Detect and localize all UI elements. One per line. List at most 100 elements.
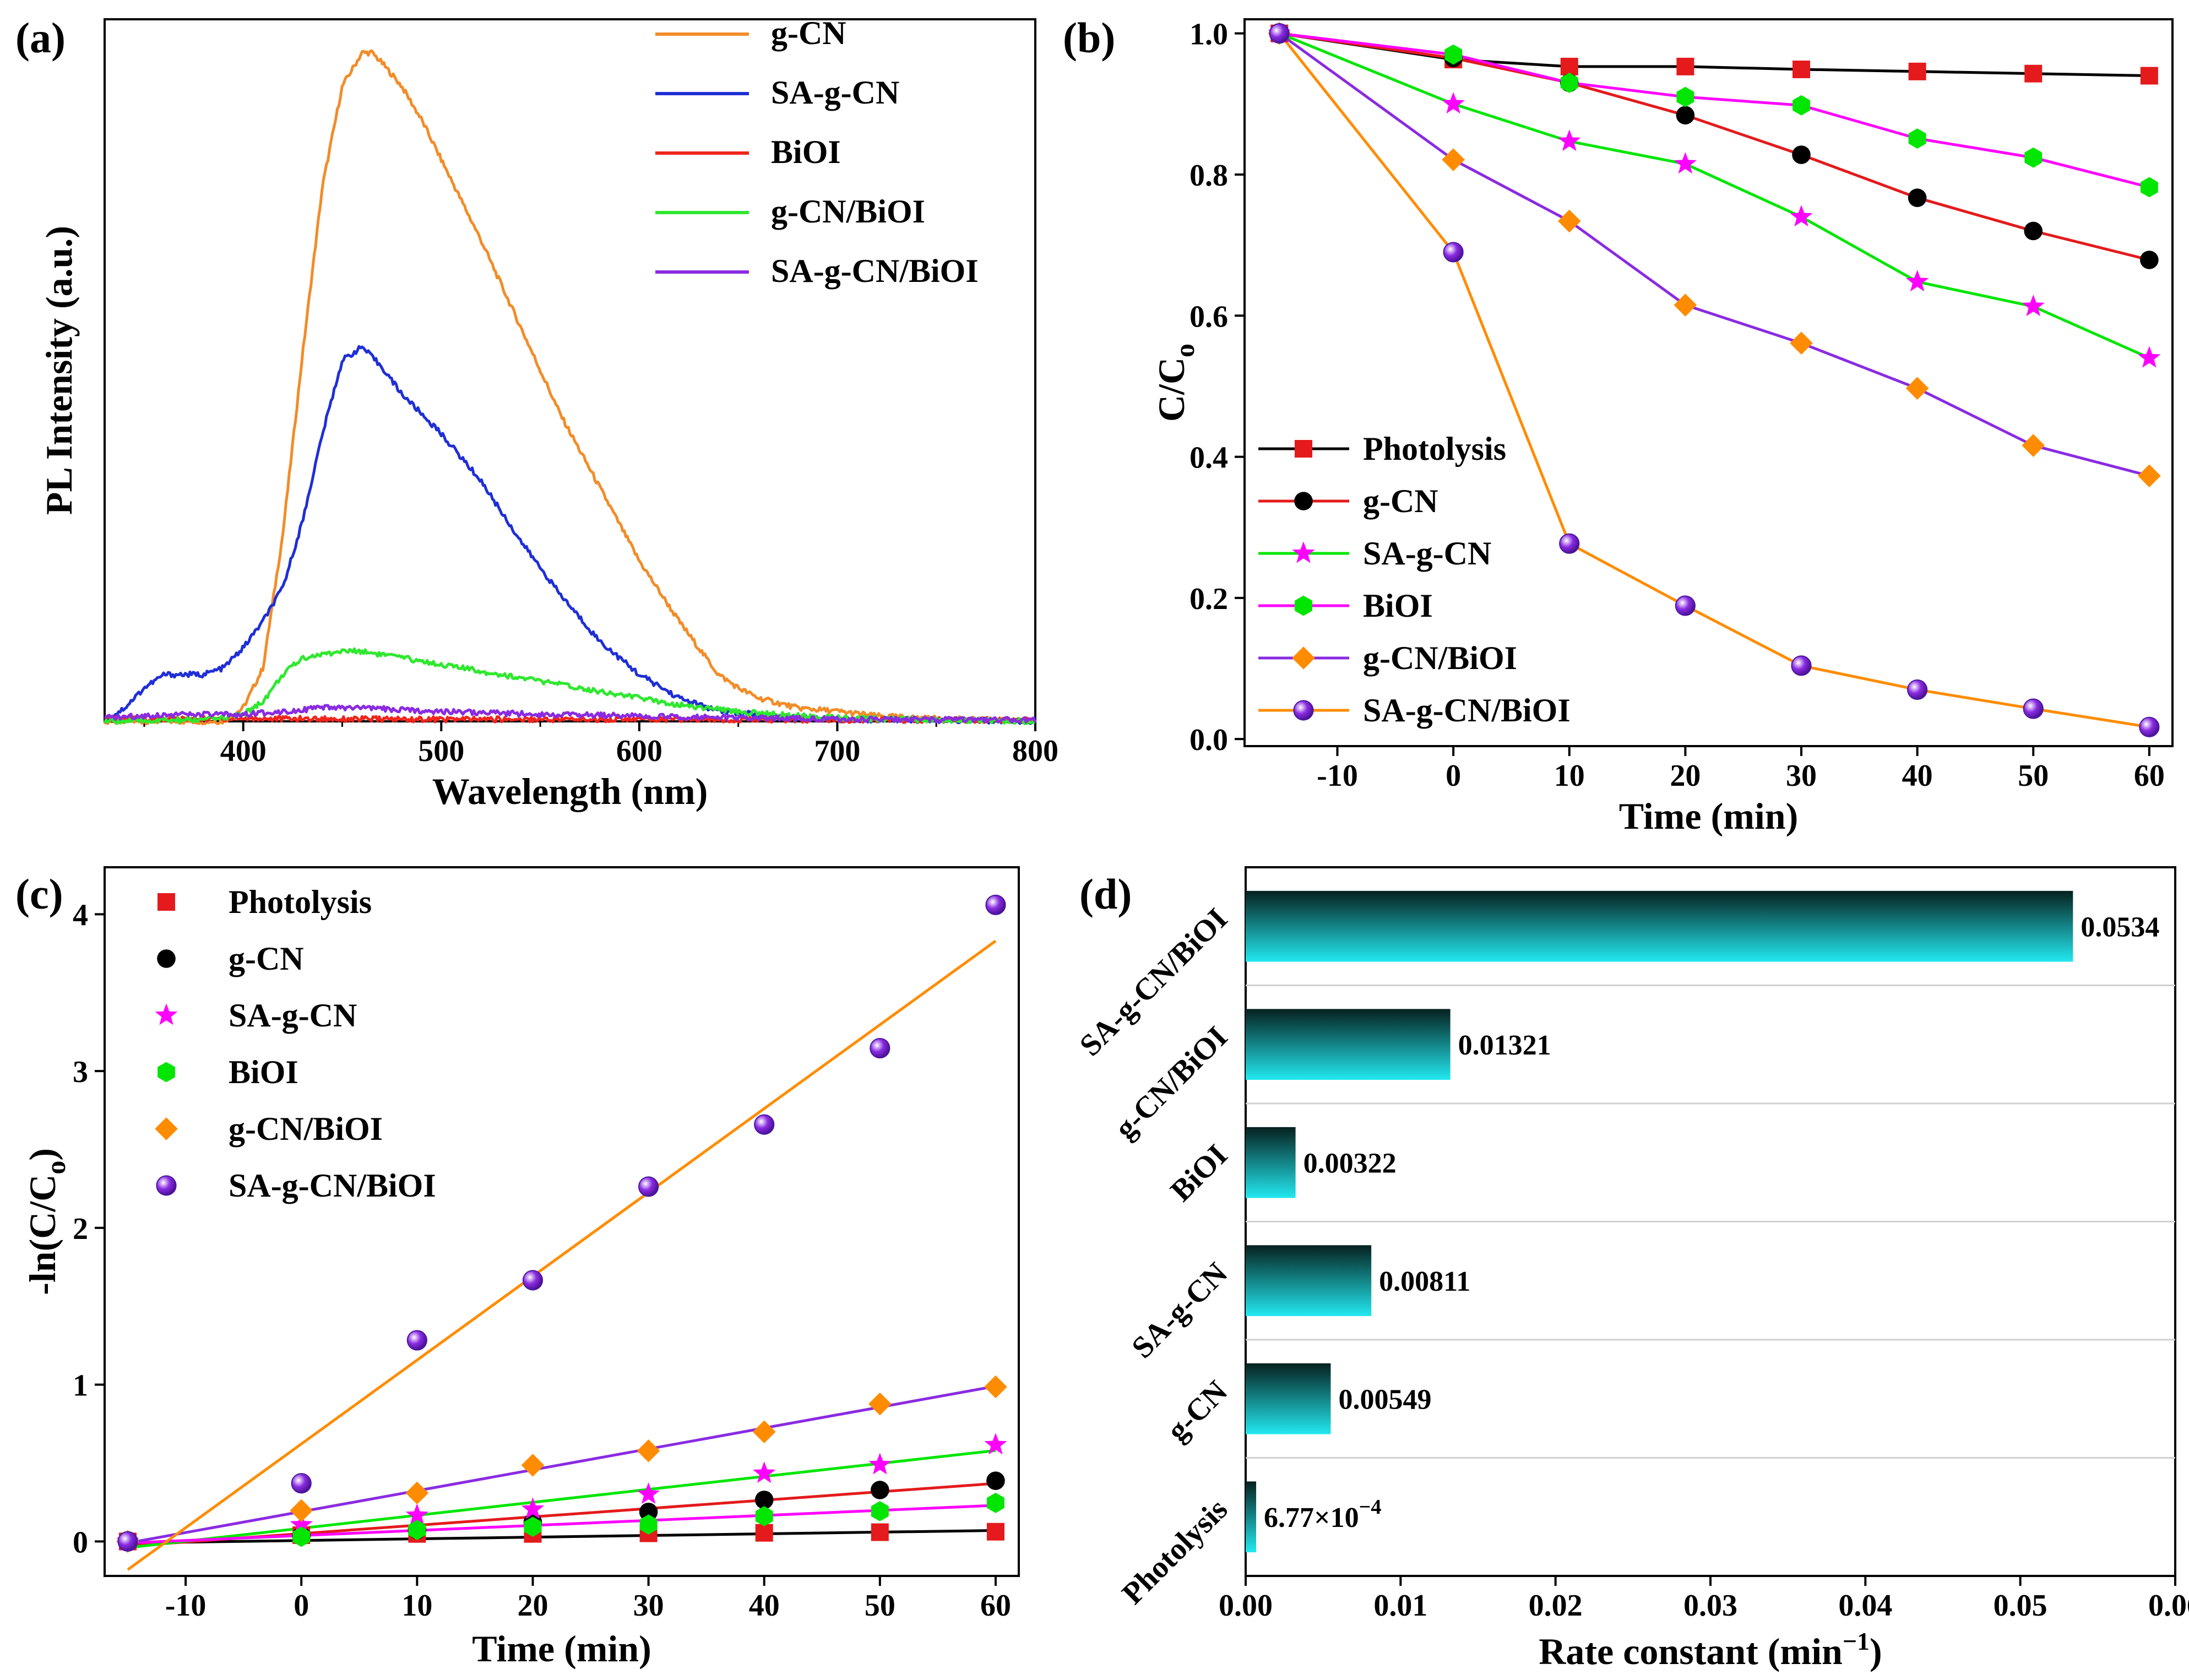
- panel-c-point-g-cn-bioi: [752, 1420, 776, 1444]
- panel-a-legend-sa-g-cn-bioi: SA-g-CN/BiOI: [771, 253, 979, 289]
- panel-b-point-g-cn-bioi: [1905, 377, 1929, 400]
- panel-b-point-g-cn-bioi: [2022, 434, 2045, 457]
- panel-b-xlabel: Time (min): [1619, 795, 1799, 837]
- bar-g-cn: [1246, 1363, 1331, 1434]
- panel-b-point-photolysis: [1793, 60, 1810, 78]
- panel-a-xtick-label: 600: [616, 734, 662, 768]
- panel-c-point-sa-g-cn-bioi: [985, 894, 1006, 915]
- panel-a-ylabel: PL Intensity (a.u.): [38, 226, 80, 515]
- bar-value-text: 0.00811: [1379, 1266, 1470, 1297]
- panel-c-legend-photolysis: Photolysis: [229, 884, 372, 920]
- panel-b-point-photolysis: [1908, 62, 1926, 80]
- panel-b-legend-sa-g-cn-bioi: SA-g-CN/BiOI: [1363, 692, 1571, 728]
- panel-b-point-bioi: [1560, 72, 1578, 93]
- panel-b-point-sa-g-cn: [2138, 346, 2161, 368]
- panel-b-point-sa-g-cn-bioi: [2023, 698, 2044, 719]
- panel-d-xtick-label: 0.01: [1373, 1589, 1427, 1623]
- bar-value-text: 6.77×10: [1264, 1502, 1359, 1534]
- panel-b-point-g-cn: [1676, 106, 1695, 125]
- panel-c-point-bioi: [639, 1514, 658, 1535]
- panel-c-legend-marker-g-cn: [157, 949, 176, 968]
- panel-b-legend-marker-sa-g-cn-bioi: [1293, 700, 1314, 721]
- panel-c-point-bioi: [292, 1526, 311, 1547]
- panel-d-category-g-cn: g-CN: [1160, 1374, 1234, 1448]
- panel-b-line-sa-g-cn-bioi: [1278, 32, 2150, 728]
- panel-c-legend-bioi: BiOI: [229, 1054, 298, 1090]
- panel-c-point-bioi: [987, 1492, 1004, 1513]
- panel-c-point-g-cn-bioi: [290, 1499, 313, 1523]
- panel-c-ytick-label: 1: [73, 1369, 88, 1403]
- panel-a: (a) 400 500 600 700 800 Wavelength (nm) PL Inte…: [15, 14, 1058, 812]
- panel-c-ytick-label: 0: [73, 1525, 88, 1559]
- panel-b-point-sa-g-cn-bioi: [1675, 595, 1696, 616]
- panel-c-point-sa-g-cn: [984, 1433, 1007, 1455]
- panel-c-point-photolysis: [755, 1524, 773, 1542]
- panel-b-ytick-label: 0.4: [1189, 441, 1228, 475]
- panel-b-xtick-label: 10: [1554, 759, 1585, 793]
- panel-c-fit-sa-g-cn-bioi: [127, 939, 997, 1571]
- panel-d-label: (d): [1079, 870, 1132, 918]
- bar-value-text: 0.00549: [1338, 1384, 1431, 1415]
- panel-c-fit-sa-g-cn: [127, 1449, 996, 1549]
- panel-b-point-g-cn: [2024, 221, 2043, 241]
- bar-value-photolysis: 6.77×10−4: [1264, 1496, 1381, 1534]
- panel-c-point-g-cn: [639, 1503, 658, 1521]
- panel-b-point-g-cn-bioi: [1557, 209, 1581, 233]
- panel-b-point-sa-g-cn-bioi: [1269, 23, 1290, 44]
- panel-b-ytick-label: 0.6: [1189, 300, 1228, 334]
- panel-d-category-g-cn-bioi: g-CN/BiOI: [1109, 1020, 1235, 1146]
- panel-c-legend-marker-photolysis: [157, 893, 175, 911]
- panel-c-point-sa-g-cn: [521, 1497, 544, 1519]
- bar-bioi: [1246, 1127, 1296, 1198]
- panel-c-point-sa-g-cn-bioi: [754, 1114, 775, 1135]
- panel-b-legend-marker-g-cn: [1294, 492, 1313, 510]
- panel-c-ylabel: -ln(C/Co): [21, 1148, 71, 1295]
- panel-c-fit-photolysis: [127, 1529, 996, 1545]
- panel-c-point-photolysis: [871, 1523, 889, 1541]
- panel-c-point-sa-g-cn-bioi: [291, 1473, 312, 1494]
- panel-b-legend-marker-photolysis: [1295, 440, 1312, 458]
- panel-d-xtick-label: 0.00: [1219, 1589, 1273, 1623]
- panel-b-point-photolysis: [2140, 67, 2158, 85]
- pl-curve-sa-g-cn-bioi: [104, 704, 1037, 724]
- panel-b-point-g-cn: [1792, 145, 1811, 164]
- panel-d-xlabel: Rate constant (min−1): [1539, 1627, 1882, 1672]
- bar-value-text: 0.00322: [1303, 1148, 1397, 1179]
- panel-b-ytick-label: 1.0: [1189, 18, 1228, 52]
- panel-c-point-g-cn: [754, 1491, 774, 1509]
- panel-d-category-bioi: BiOI: [1164, 1138, 1234, 1208]
- bar-value-g-cn: 0.00549: [1338, 1384, 1431, 1415]
- panel-c-xtick-label: -10: [165, 1589, 207, 1623]
- panel-b-point-photolysis: [2024, 64, 2043, 83]
- panel-c-ytick-label: 3: [73, 1055, 88, 1089]
- panel-c-point-sa-g-cn: [290, 1513, 313, 1535]
- panel-c-point-sa-g-cn: [868, 1453, 892, 1475]
- panel-c-point-sa-g-cn: [753, 1461, 776, 1483]
- panel-a-xtick-label: 400: [220, 734, 267, 768]
- panel-b-legend-sa-g-cn: SA-g-CN: [1363, 535, 1491, 572]
- panel-b-line-bioi: [1279, 32, 2150, 189]
- panel-c-xtick-label: 60: [980, 1589, 1011, 1623]
- panel-c-ytick-label: 4: [73, 898, 88, 932]
- panel-c-xtick-label: 0: [294, 1589, 309, 1623]
- panel-c-xtick-label: 40: [749, 1589, 780, 1623]
- panel-c-xtick-label: 50: [865, 1589, 895, 1623]
- panel-d-xtick-label: 0.02: [1529, 1589, 1583, 1623]
- pl-curve-sa-g-cn: [103, 345, 1036, 725]
- panel-a-xlabel: Wavelength (nm): [432, 770, 708, 812]
- panel-b-point-g-cn-bioi: [1790, 331, 1813, 355]
- panel-b-legend-g-cn-bioi: g-CN/BiOI: [1363, 640, 1517, 676]
- panel-b: (b) -10 0 10 20 30 40 50 60 0.0 0.2 0.4 0.6 0.8 1.0 Tim…: [1063, 14, 2174, 837]
- panel-c-point-g-cn-bioi: [521, 1454, 545, 1477]
- panel-b-line-photolysis: [1279, 32, 2149, 77]
- bar-sa-g-cn-bioi: [1246, 890, 2073, 962]
- panel-c-legend-marker-sa-g-cn-bioi: [156, 1175, 177, 1196]
- panel-b-frame: [1243, 18, 2174, 747]
- panel-c-point-sa-g-cn: [637, 1482, 660, 1504]
- panel-c-legend-marker-bioi: [157, 1062, 175, 1083]
- panel-b-point-bioi: [1676, 86, 1694, 107]
- panel-b-xtick-label: 30: [1786, 759, 1817, 793]
- panel-b-line-g-cn: [1279, 32, 2150, 262]
- panel-b-point-bioi: [1908, 128, 1926, 149]
- panel-a-legend-sa-g-cn: SA-g-CN: [771, 74, 899, 111]
